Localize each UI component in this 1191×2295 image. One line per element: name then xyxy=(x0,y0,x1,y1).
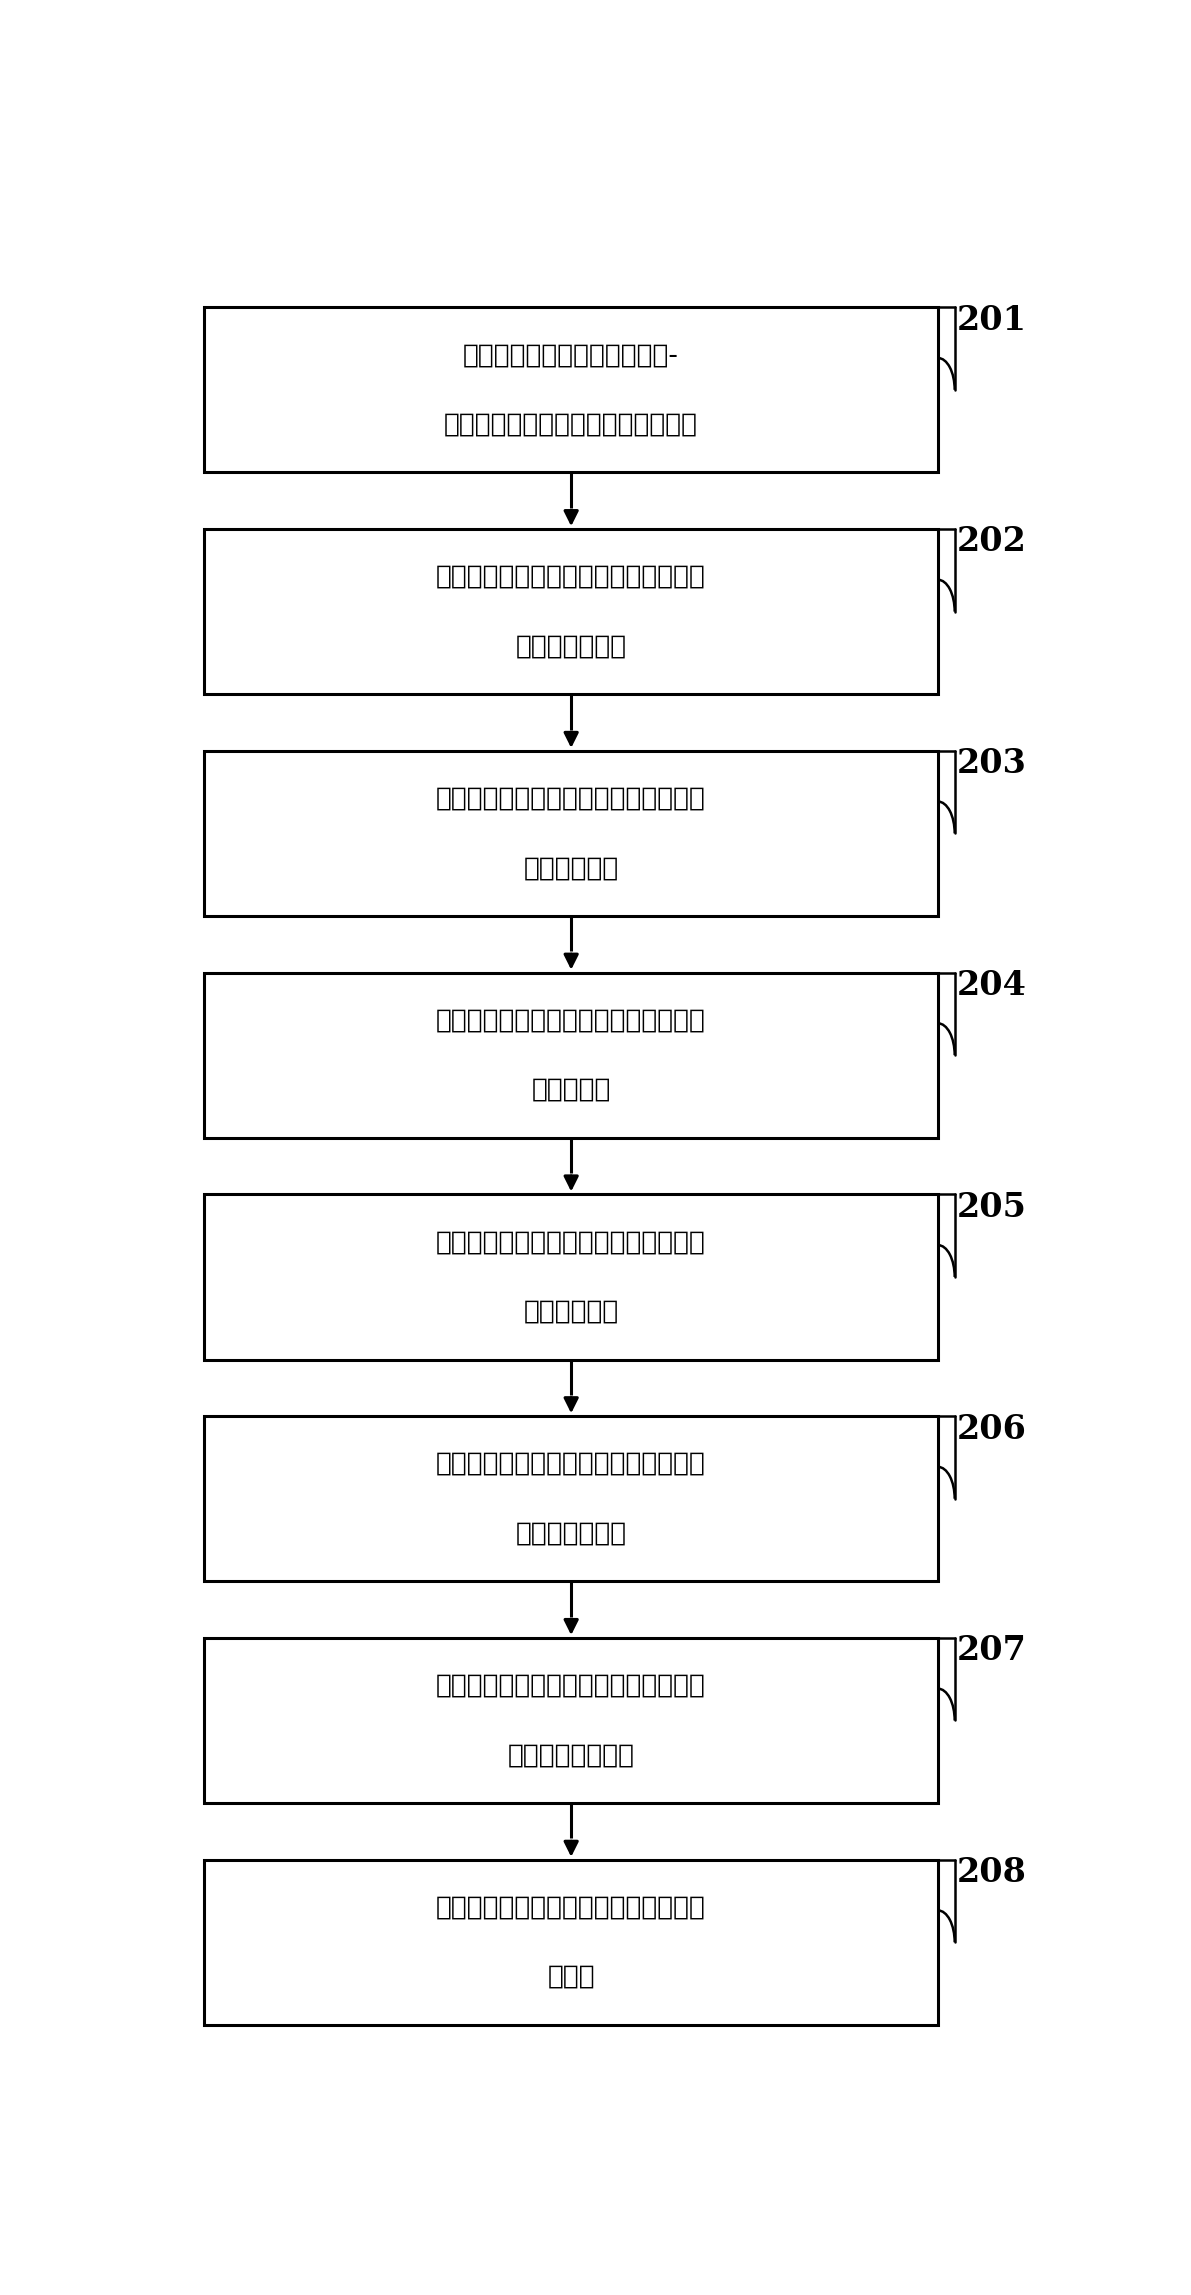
Bar xyxy=(205,973,939,1138)
Text: 205: 205 xyxy=(956,1191,1027,1223)
Text: 量子点修饰层: 量子点修饰层 xyxy=(524,1299,619,1324)
Bar xyxy=(205,308,939,473)
Text: 207: 207 xyxy=(956,1634,1027,1668)
Text: 得无机空穴注入层: 得无机空穴注入层 xyxy=(507,1742,635,1767)
Text: 子点发光层: 子点发光层 xyxy=(531,1076,611,1104)
Text: 201: 201 xyxy=(956,303,1027,337)
Text: 顶电极: 顶电极 xyxy=(548,1965,596,1990)
Text: 在所述电子缓冲层上利用沉积法获得量: 在所述电子缓冲层上利用沉积法获得量 xyxy=(436,1008,706,1033)
Text: 在所述无机空穴注入层上进行蒸镀作为: 在所述无机空穴注入层上进行蒸镀作为 xyxy=(436,1896,706,1921)
Bar xyxy=(205,1859,939,2024)
Text: 无机电子传输层: 无机电子传输层 xyxy=(516,633,626,659)
Text: 在所述干净的底电极上利用沉积法获得: 在所述干净的底电极上利用沉积法获得 xyxy=(436,565,706,590)
Text: 204: 204 xyxy=(956,968,1027,1003)
Bar xyxy=(205,1416,939,1581)
Bar xyxy=(205,750,939,916)
Text: 202: 202 xyxy=(956,526,1027,558)
Text: 在所述量子点发光层上利用沉积法获得: 在所述量子点发光层上利用沉积法获得 xyxy=(436,1230,706,1255)
Text: 对底电极依次进行清洗和紫外-: 对底电极依次进行清洗和紫外- xyxy=(463,342,679,367)
Text: 在所述无机空穴传输层上利用沉积法获: 在所述无机空穴传输层上利用沉积法获 xyxy=(436,1673,706,1698)
Text: 无机空穴传输层: 无机空穴传输层 xyxy=(516,1519,626,1547)
Bar xyxy=(205,528,939,693)
Text: 在所述无机电子传输层上利用沉积法获: 在所述无机电子传输层上利用沉积法获 xyxy=(436,785,706,812)
Text: 206: 206 xyxy=(956,1411,1027,1446)
Text: 在所述量子点修饰层上利用沉积法获得: 在所述量子点修饰层上利用沉积法获得 xyxy=(436,1450,706,1478)
Bar xyxy=(205,1193,939,1359)
Text: 臭氧处理机处理，获得干净的底电极: 臭氧处理机处理，获得干净的底电极 xyxy=(444,411,698,438)
Text: 208: 208 xyxy=(956,1857,1027,1889)
Text: 203: 203 xyxy=(956,748,1027,780)
Text: 得电子缓冲层: 得电子缓冲层 xyxy=(524,856,619,881)
Bar xyxy=(205,1639,939,1804)
